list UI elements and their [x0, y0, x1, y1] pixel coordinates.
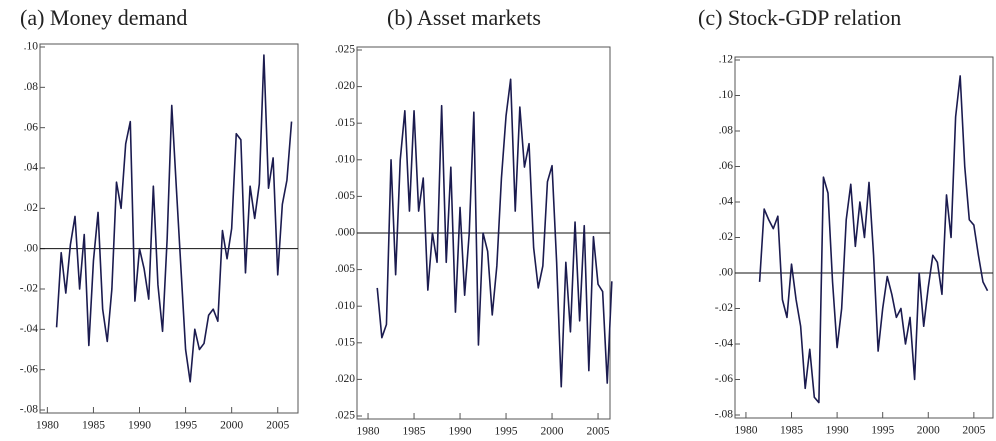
x-tick-label: 1985 — [403, 426, 426, 438]
y-tick-label: .02 — [24, 202, 39, 214]
y-tick-label: .010 — [335, 153, 355, 165]
y-tick-label: .06 — [24, 121, 39, 133]
y-tick-label: .06 — [719, 160, 734, 172]
y-tick-label: .000 — [335, 227, 355, 239]
x-tick-label: 1995 — [871, 425, 894, 437]
x-tick-label: 2000 — [917, 425, 940, 437]
panel: (a) Money demand .10 .08 .06 .04 .02 .00 -.02 -.… — [20, 5, 299, 432]
y-tick-label: -.02 — [20, 283, 38, 295]
y-tick-label: .02 — [719, 231, 734, 243]
y-tick-label: .04 — [24, 162, 39, 174]
x-tick-label: 2000 — [220, 420, 243, 432]
x-tick-label: 1995 — [495, 426, 518, 438]
panel-title: (c) Stock-GDP relation — [698, 5, 901, 30]
y-tick-label: -.08 — [20, 404, 38, 416]
y-tick-label: .00 — [24, 242, 39, 254]
y-tick-label: .025 — [335, 410, 355, 422]
x-tick-label: 2005 — [587, 426, 610, 438]
x-tick-label: 2005 — [266, 420, 289, 432]
y-tick-label: .04 — [719, 196, 734, 208]
data-line — [376, 78, 613, 388]
x-tick-label: 1990 — [128, 420, 151, 432]
x-tick-label: 1995 — [174, 420, 197, 432]
panel-title: (b) Asset markets — [387, 5, 541, 30]
y-tick-label: -.08 — [715, 409, 733, 421]
y-tick-label: -.06 — [715, 373, 733, 385]
x-tick-label: 2005 — [962, 425, 985, 437]
y-tick-label: .08 — [24, 81, 39, 93]
y-tick-label: -.06 — [20, 363, 38, 375]
y-tick-label: .010 — [335, 300, 355, 312]
panel: (b) Asset markets .025 .020 .015 .010 .005 .00… — [335, 5, 613, 438]
y-tick-label: .005 — [335, 190, 355, 202]
data-line — [758, 75, 989, 404]
y-tick-label: .015 — [335, 336, 355, 348]
y-tick-label: .005 — [335, 263, 355, 275]
y-tick-label: .10 — [24, 41, 39, 53]
x-tick-label: 1980 — [734, 425, 757, 437]
data-line — [55, 54, 293, 383]
y-tick-label: .00 — [719, 267, 734, 279]
x-tick-label: 1985 — [780, 425, 803, 437]
plot-frame — [39, 43, 299, 414]
x-tick-label: 1990 — [826, 425, 849, 437]
x-tick-label: 1985 — [82, 420, 105, 432]
y-tick-label: .015 — [335, 117, 355, 129]
panel: (c) Stock-GDP relation .12 .10 .08 .06 .04 .02… — [698, 5, 994, 437]
y-tick-label: -.04 — [715, 338, 733, 350]
y-tick-label: .12 — [719, 54, 734, 66]
y-tick-label: .10 — [719, 89, 734, 101]
x-tick-label: 1980 — [36, 420, 59, 432]
y-tick-label: .020 — [335, 80, 355, 92]
x-tick-label: 1980 — [357, 426, 380, 438]
x-tick-label: 1990 — [449, 426, 472, 438]
y-tick-label: .020 — [335, 373, 355, 385]
y-tick-label: .025 — [335, 44, 355, 56]
x-tick-label: 2000 — [541, 426, 564, 438]
y-tick-label: -.04 — [20, 323, 38, 335]
y-tick-label: -.02 — [715, 302, 733, 314]
y-tick-label: .08 — [719, 125, 734, 137]
panel-title: (a) Money demand — [20, 5, 187, 30]
